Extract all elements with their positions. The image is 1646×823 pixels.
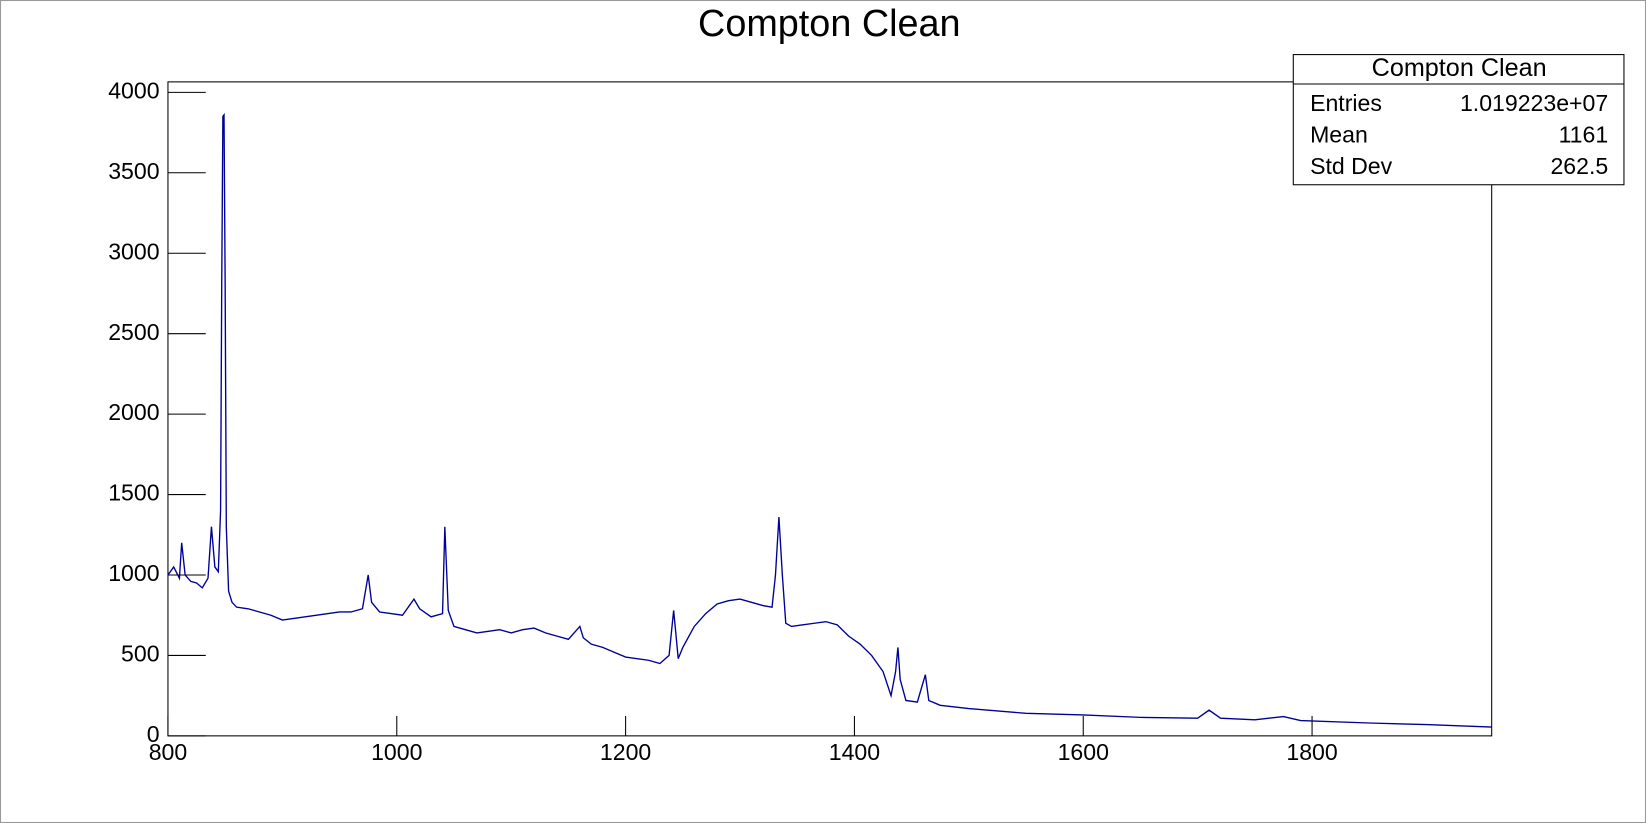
y-tick-label: 2500	[108, 319, 159, 345]
plot-frame	[167, 81, 1493, 737]
x-tick-label: 1200	[600, 739, 651, 765]
stats-label: Std Dev	[1310, 153, 1393, 179]
x-tick-label: 1800	[1286, 739, 1337, 765]
stats-value: 1161	[1559, 122, 1609, 148]
y-tick-label: 1000	[108, 560, 159, 586]
y-tick-label: 3000	[108, 238, 159, 264]
y-tick-label: 3500	[108, 158, 159, 184]
stats-title: Compton Clean	[1372, 54, 1547, 82]
stats-frame	[1292, 54, 1625, 186]
y-tick-label: 2000	[108, 399, 159, 425]
y-tick-label: 500	[121, 641, 160, 667]
x-tick-label: 1000	[371, 739, 422, 765]
y-tick-label: 1500	[108, 480, 159, 506]
x-tick-label: 800	[149, 739, 188, 765]
histogram-line	[167, 112, 1492, 728]
x-tick-label: 1600	[1058, 739, 1109, 765]
chart-title: Compton Clean	[698, 3, 961, 45]
x-tick-label: 1400	[829, 739, 880, 765]
stats-box: Compton Clean Entries 1.019223e+07 Mean …	[1292, 54, 1625, 186]
y-tick-label: 0	[147, 721, 160, 747]
stats-label: Entries	[1310, 90, 1382, 116]
y-tick-label: 4000	[108, 77, 159, 103]
stats-value: 262.5	[1550, 153, 1608, 179]
stats-label: Mean	[1310, 122, 1368, 148]
stats-value: 1.019223e+07	[1460, 90, 1608, 116]
